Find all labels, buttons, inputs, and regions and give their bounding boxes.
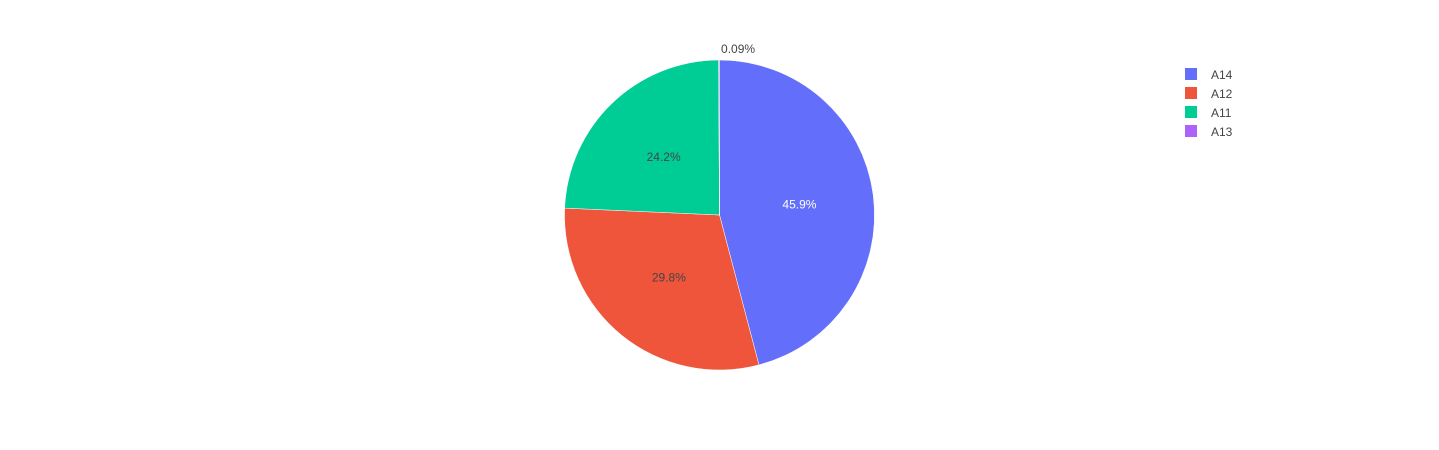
slice-label-a12: 29.8% <box>652 271 686 285</box>
pie-slices <box>564 59 875 371</box>
legend-label: A11 <box>1211 106 1232 120</box>
legend-item-a14[interactable]: A14 <box>1185 68 1233 82</box>
slice-label-a13: 0.09% <box>721 42 755 56</box>
legend-label: A13 <box>1211 125 1233 139</box>
slice-label-a11: 24.2% <box>647 150 681 164</box>
legend[interactable]: A14 A12 A11 A13 <box>1185 68 1233 139</box>
pie-slice-a13[interactable] <box>718 59 720 216</box>
legend-swatch <box>1185 125 1197 137</box>
pie-slice-a11[interactable] <box>564 59 720 216</box>
legend-swatch <box>1185 68 1197 80</box>
legend-item-a11[interactable]: A11 <box>1185 106 1232 120</box>
pie-slice-labels: 45.9% 29.8% 24.2% 0.09% <box>647 42 817 285</box>
legend-swatch <box>1185 106 1197 118</box>
pie-slice-a14[interactable] <box>719 59 875 366</box>
legend-label: A14 <box>1211 68 1233 82</box>
slice-label-a14: 45.9% <box>782 198 816 212</box>
legend-swatch <box>1185 87 1197 99</box>
legend-label: A12 <box>1211 87 1233 101</box>
legend-item-a13[interactable]: A13 <box>1185 125 1233 139</box>
legend-item-a12[interactable]: A12 <box>1185 87 1233 101</box>
pie-slice-a12[interactable] <box>564 207 760 371</box>
